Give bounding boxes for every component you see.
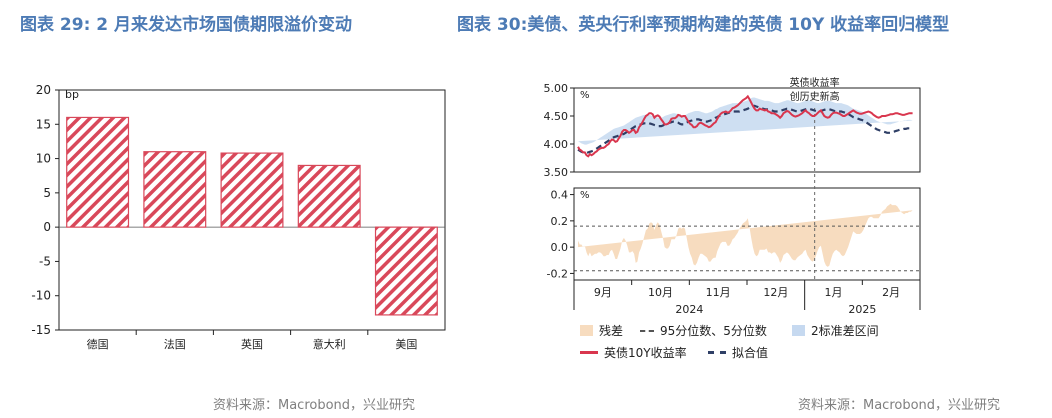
x-category-label: 德国: [87, 337, 109, 351]
x-month-label: 10月: [648, 286, 673, 299]
x-month-label: 11月: [706, 286, 731, 299]
gilt-regression-chart: 3.50 4.00 4.50 5.00 -0.2 0.0 0.2 0.4%% 9月 10月 11月 1…: [544, 76, 921, 316]
y-tick-label: 10: [36, 152, 51, 166]
top-y-tick-label: 4.50: [544, 110, 569, 123]
top-panel-frame: [573, 87, 921, 173]
bottom-y-unit: %: [580, 190, 590, 201]
x-category-label: 意大利: [313, 337, 346, 351]
x-month-label: 9月: [594, 286, 612, 299]
bar-英国: [220, 152, 284, 228]
x-month-label: 2月: [882, 286, 900, 299]
fitted-value-line: [577, 104, 913, 155]
std-band-area: [578, 97, 913, 145]
y-tick-label: 20: [36, 83, 51, 97]
y-tick-label: 15: [36, 117, 51, 131]
left-source-note: 资料来源：Macrobond，兴业研究: [213, 398, 416, 413]
bottom-y-tick-label: -0.2: [547, 267, 568, 280]
x-category-label: 美国: [395, 338, 417, 351]
right-source-note: 资料来源：Macrobond，兴业研究: [798, 398, 1001, 413]
annotation-line-1: 英债收益率: [790, 76, 840, 89]
y-axis-unit: bp: [65, 88, 79, 101]
legend-label-percentile: 95分位数、5分位数: [660, 324, 767, 338]
right-chart-legend: 残差 95分位数、5分位数 2标准差区间 英债10Y收益率 拟合值: [580, 320, 980, 364]
bottom-y-tick-label: 0.0: [551, 241, 569, 254]
bar-德国: [66, 116, 130, 228]
x-year-label: 2024: [675, 303, 703, 316]
top-y-tick-label: 5.00: [544, 82, 569, 95]
legend-label-band: 2标准差区间: [811, 324, 879, 338]
legend-swatch-fitted: [708, 351, 726, 354]
legend-swatch-residual: [580, 325, 593, 336]
x-year-label: 2025: [848, 303, 876, 316]
plot-frame: [58, 89, 446, 331]
gilt-10y-yield-line: [577, 94, 913, 158]
bar-美国: [374, 226, 438, 316]
x-month-label: 12月: [763, 286, 788, 299]
legend-swatch-percentile: [640, 329, 654, 332]
left-figure-title: 图表 29: 2 月来发达市场国债期限溢价变动: [20, 15, 353, 35]
top-y-tick-label: 3.50: [544, 166, 569, 179]
y-tick-label: -5: [39, 254, 51, 268]
bar-意大利: [297, 164, 361, 228]
bar-法国: [143, 151, 207, 228]
legend-label-fitted: 拟合值: [732, 346, 769, 360]
x-category-label: 英国: [241, 337, 263, 351]
y-tick-label: 5: [43, 186, 51, 200]
annotation-line-2: 创历史新高: [790, 90, 840, 103]
y-tick-label: -15: [31, 323, 51, 337]
right-figure-title: 图表 30:美债、英央行利率预期构建的英债 10Y 收益率回归模型: [457, 15, 950, 35]
x-month-label: 1月: [825, 286, 843, 299]
legend-label-actual: 英债10Y收益率: [604, 346, 687, 360]
y-tick-label: -10: [31, 289, 51, 303]
top-y-unit: %: [580, 90, 590, 101]
legend-swatch-band: [792, 325, 805, 336]
legend-swatch-actual: [580, 351, 598, 354]
bottom-y-tick-label: 0.4: [551, 189, 569, 202]
bottom-panel-frame: [573, 187, 921, 281]
residual-area: [578, 203, 913, 267]
term-premium-bar-chart: -15 -10 -5 0 5 10 15 20 bp 德国 法国 英国 意大利 美国: [31, 83, 446, 351]
y-tick-label: 0: [43, 220, 51, 234]
x-category-label: 法国: [164, 337, 186, 351]
top-y-tick-label: 4.00: [544, 138, 569, 151]
bottom-y-tick-label: 0.2: [551, 215, 569, 228]
legend-label-residual: 残差: [599, 324, 624, 338]
